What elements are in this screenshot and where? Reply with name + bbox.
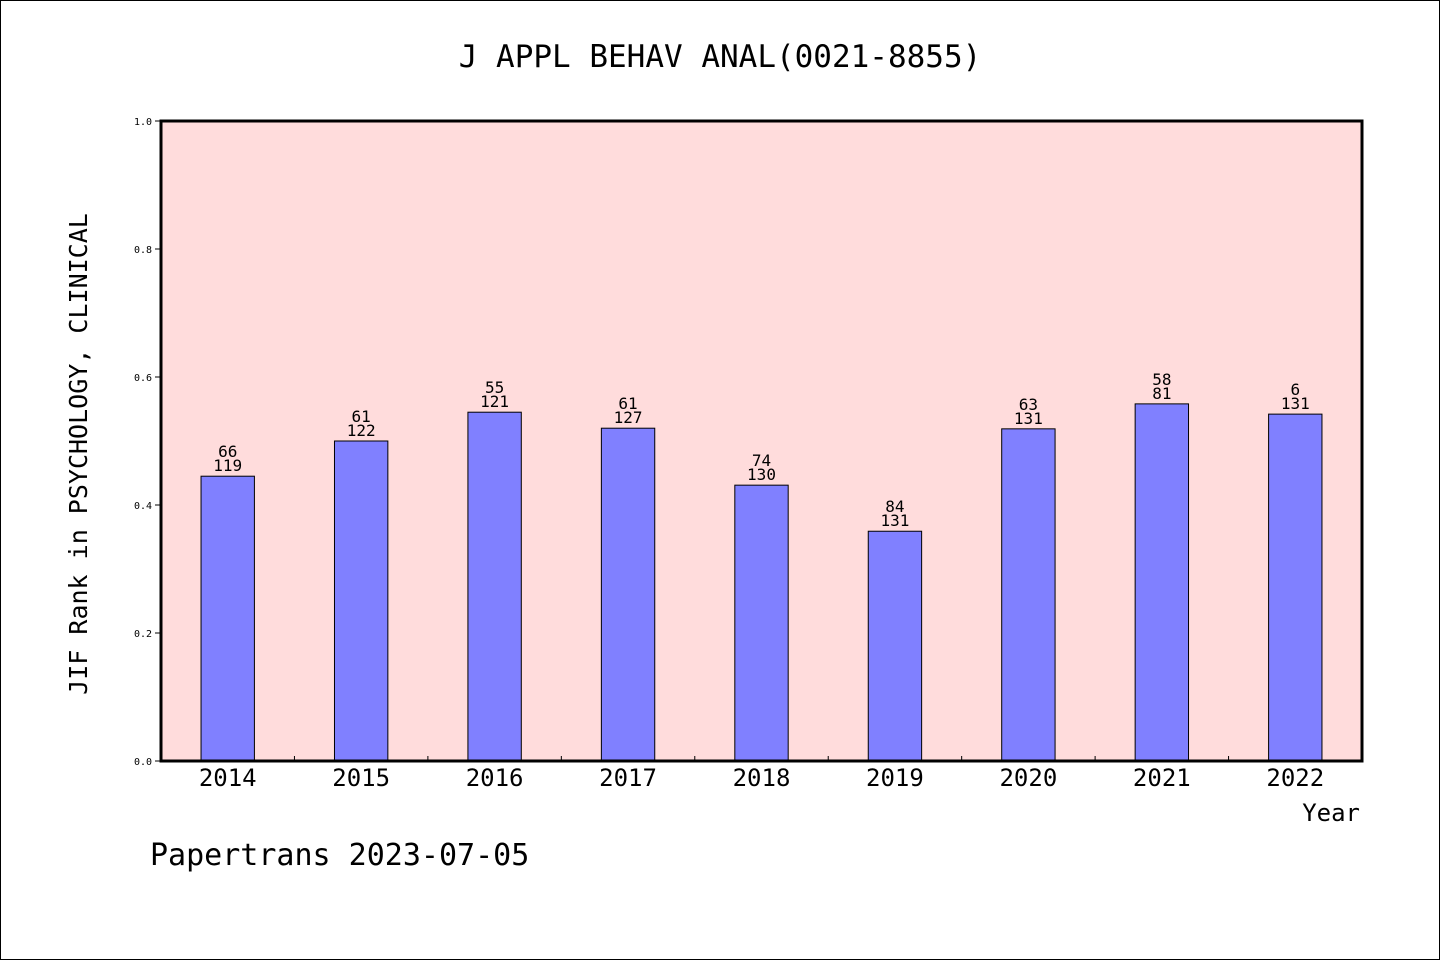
- x-tick-label: 2014: [199, 764, 257, 792]
- bar-rank-label: 6: [1290, 380, 1300, 399]
- y-tick-label: 0.4: [134, 501, 152, 512]
- bar-total-label: 121: [480, 392, 509, 411]
- bar-total-label: 130: [747, 465, 776, 484]
- chart-title: J APPL BEHAV ANAL(0021-8855): [459, 39, 982, 75]
- footer-credit: Papertrans 2023-07-05: [150, 838, 529, 873]
- bar-2017: [600, 427, 656, 762]
- bar-rank-label: 58: [1152, 370, 1171, 389]
- y-tick-label: 0.8: [134, 245, 152, 256]
- y-tick-label: 0.0: [134, 757, 152, 768]
- bar-total-label: 81: [1152, 384, 1171, 403]
- bar-total-label: 131: [1014, 409, 1043, 428]
- bar-rank-label: 66: [218, 442, 237, 461]
- bar-rank-label: 61: [618, 394, 637, 413]
- bar-total-label: 122: [347, 421, 376, 440]
- x-tick-label: 2018: [733, 764, 791, 792]
- x-tick-label: 2016: [466, 764, 524, 792]
- plot-border: [159, 119, 1364, 763]
- bar-2020: [1001, 428, 1056, 762]
- bar-total-label: 119: [213, 456, 242, 475]
- bar-2019: [867, 530, 923, 762]
- bar-2018: [734, 484, 789, 762]
- bar-total-label: 127: [614, 408, 643, 427]
- y-tick-label: 0.2: [134, 629, 152, 640]
- bars-group: [200, 403, 1323, 762]
- bar-2015: [333, 440, 389, 762]
- bar-2022: [1268, 413, 1323, 762]
- x-tick-label: 2017: [599, 764, 657, 792]
- x-axis: 2014 2015 2016 2017 2018 2019 2020 2021 2022: [199, 756, 1324, 792]
- bar-2016: [467, 411, 522, 762]
- bar-rank-label: 84: [885, 497, 904, 516]
- x-tick-label: 2022: [1266, 764, 1324, 792]
- y-axis-title: JIF Rank in PSYCHOLOGY, CLINICAL: [64, 213, 93, 695]
- y-axis: 0.0 0.2 0.4 0.6 0.8 1.0: [134, 117, 161, 768]
- bar-rank-label: 55: [485, 378, 504, 397]
- y-tick-label: 0.6: [134, 373, 152, 384]
- bar-total-label: 131: [1281, 394, 1310, 413]
- y-tick-label: 1.0: [134, 117, 152, 128]
- bar-rank-label: 61: [352, 407, 371, 426]
- bar-2021: [1134, 403, 1190, 762]
- x-tick-label: 2019: [866, 764, 924, 792]
- bar-rank-label: 74: [752, 451, 771, 470]
- bar-rank-label: 63: [1019, 395, 1038, 414]
- x-tick-label: 2015: [332, 764, 390, 792]
- x-tick-label: 2021: [1133, 764, 1191, 792]
- x-tick-label: 2020: [999, 764, 1057, 792]
- x-axis-title: Year: [1302, 799, 1360, 827]
- bar-total-label: 131: [880, 511, 909, 530]
- bar-2014: [200, 475, 255, 762]
